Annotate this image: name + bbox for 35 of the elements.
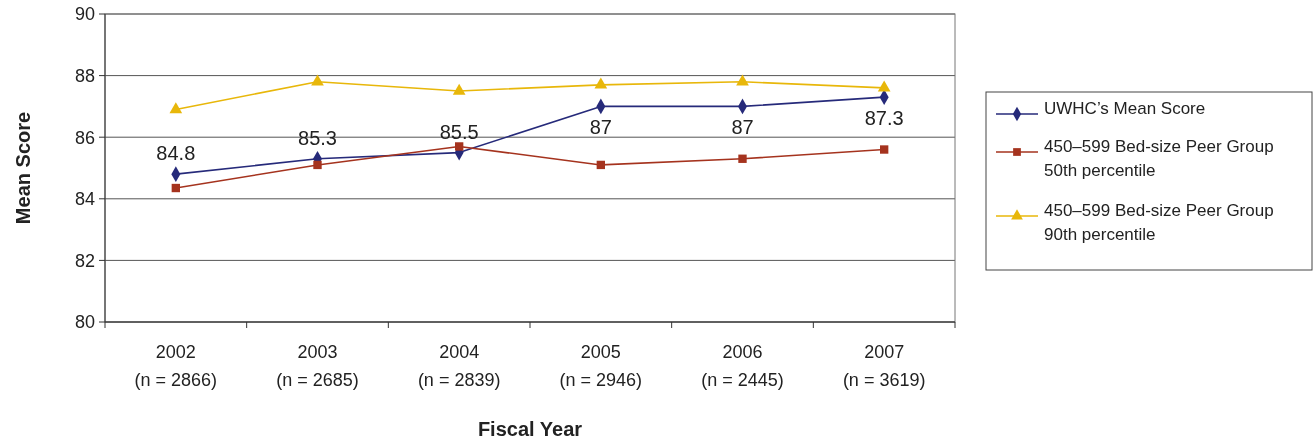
point xyxy=(877,80,891,92)
legend-label: 450–599 Bed-size Peer Group 50th percentile xyxy=(1044,137,1274,180)
point xyxy=(169,102,183,114)
data-label: 85.5 xyxy=(439,120,479,143)
y-tick-label: 82 xyxy=(74,250,95,271)
x-tick-label: 2005 (n = 2946) xyxy=(559,342,643,390)
point xyxy=(311,74,324,86)
data-label: 84.8 xyxy=(156,142,196,165)
legend-label: 450–599 Bed-size Peer Group 90th percentile xyxy=(1044,201,1274,244)
y-tick-label: 90 xyxy=(74,4,95,25)
x-tick-label: 2003 (n = 2685) xyxy=(276,342,359,390)
x-tick-label: 2006 (n = 2445) xyxy=(701,342,784,390)
data-label: 85.3 xyxy=(298,126,337,149)
x-tick-label: 2004 (n = 2839) xyxy=(417,342,501,390)
data-label: 87 xyxy=(731,116,754,139)
x-axis-title: Fiscal Year xyxy=(477,418,583,440)
point xyxy=(313,160,322,170)
point xyxy=(596,160,606,170)
y-tick-label: 88 xyxy=(74,65,95,86)
point xyxy=(171,183,181,193)
y-tick-label: 86 xyxy=(74,127,95,148)
point xyxy=(736,74,749,86)
x-tick-label: 2002 (n = 2866) xyxy=(134,342,218,390)
y-tick-label: 80 xyxy=(74,312,95,333)
point xyxy=(594,77,608,89)
point xyxy=(454,142,464,151)
data-label: 87 xyxy=(589,116,612,139)
x-tick-label: 2007 (n = 3619) xyxy=(842,342,926,390)
y-axis-title: Mean Score xyxy=(12,111,34,225)
data-label: 87.3 xyxy=(864,107,904,130)
point xyxy=(879,145,889,154)
y-tick-label: 84 xyxy=(74,189,95,210)
point xyxy=(452,83,466,95)
legend-label: UWHC’s Mean Score xyxy=(1044,99,1206,118)
point xyxy=(738,154,747,163)
